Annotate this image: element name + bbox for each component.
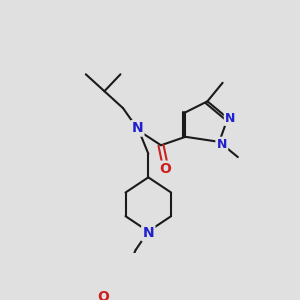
Text: N: N bbox=[131, 122, 143, 135]
Text: N: N bbox=[225, 112, 236, 125]
Text: O: O bbox=[97, 290, 109, 300]
Text: N: N bbox=[142, 226, 154, 240]
Text: N: N bbox=[217, 138, 227, 151]
Text: O: O bbox=[159, 162, 171, 176]
